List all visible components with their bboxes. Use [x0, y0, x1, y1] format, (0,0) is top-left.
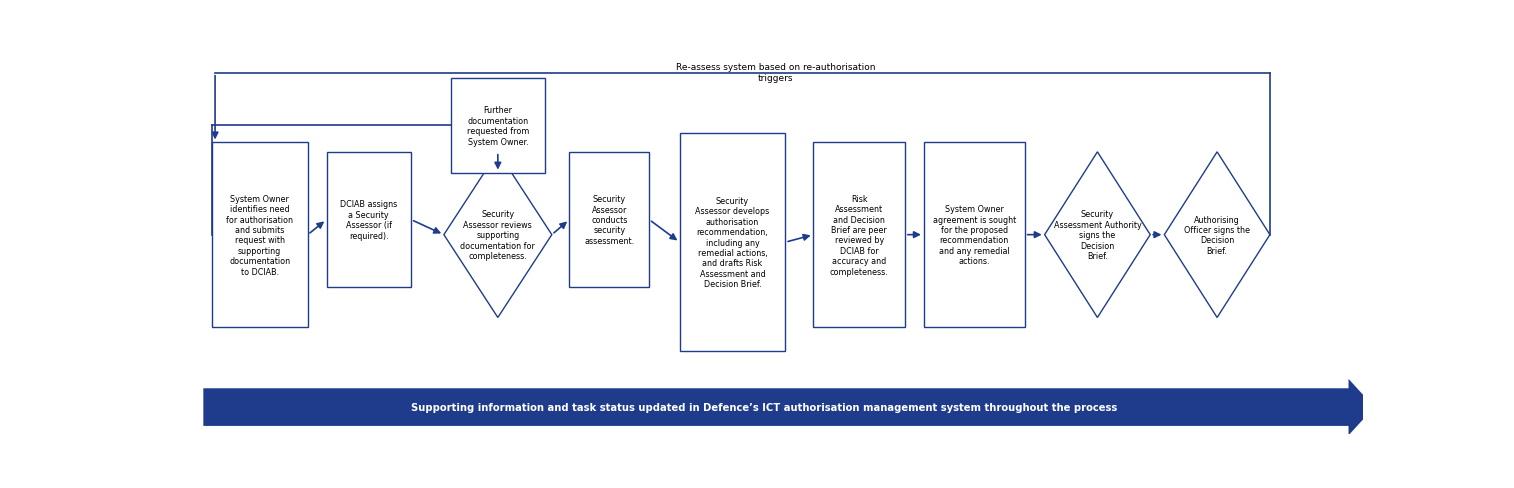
Text: Re-assess system based on re-authorisation
triggers: Re-assess system based on re-authorisati…: [677, 63, 875, 82]
FancyBboxPatch shape: [451, 79, 545, 173]
Text: Security
Assessment Authority
signs the
Decision
Brief.: Security Assessment Authority signs the …: [1054, 210, 1142, 261]
Text: Risk
Assessment
and Decision
Brief are peer
reviewed by
DCIAB for
accuracy and
c: Risk Assessment and Decision Brief are p…: [830, 194, 889, 276]
Text: DCIAB assigns
a Security
Assessor (if
required).: DCIAB assigns a Security Assessor (if re…: [341, 200, 397, 240]
Text: System Owner
identifies need
for authorisation
and submits
request with
supporti: System Owner identifies need for authori…: [226, 194, 294, 276]
FancyBboxPatch shape: [680, 134, 786, 352]
Text: Supporting information and task status updated in Defence’s ICT authorisation ma: Supporting information and task status u…: [412, 402, 1117, 412]
Text: Security
Assessor develops
authorisation
recommendation,
including any
remedial : Security Assessor develops authorisation…: [695, 197, 769, 289]
Polygon shape: [444, 152, 551, 318]
FancyBboxPatch shape: [924, 143, 1025, 327]
Polygon shape: [1164, 152, 1270, 318]
Polygon shape: [203, 379, 1375, 435]
Text: Authorising
Officer signs the
Decision
Brief.: Authorising Officer signs the Decision B…: [1184, 215, 1251, 255]
Polygon shape: [1045, 152, 1151, 318]
Text: System Owner
agreement is sought
for the proposed
recommendation
and any remedia: System Owner agreement is sought for the…: [933, 205, 1016, 265]
Text: Further
documentation
requested from
System Owner.: Further documentation requested from Sys…: [466, 106, 528, 146]
Text: Security
Assessor reviews
supporting
documentation for
completeness.: Security Assessor reviews supporting doc…: [460, 210, 536, 261]
FancyBboxPatch shape: [569, 152, 650, 288]
Text: Security
Assessor
conducts
security
assessment.: Security Assessor conducts security asse…: [584, 195, 634, 245]
FancyBboxPatch shape: [212, 143, 307, 327]
FancyBboxPatch shape: [327, 152, 410, 288]
FancyBboxPatch shape: [813, 143, 905, 327]
